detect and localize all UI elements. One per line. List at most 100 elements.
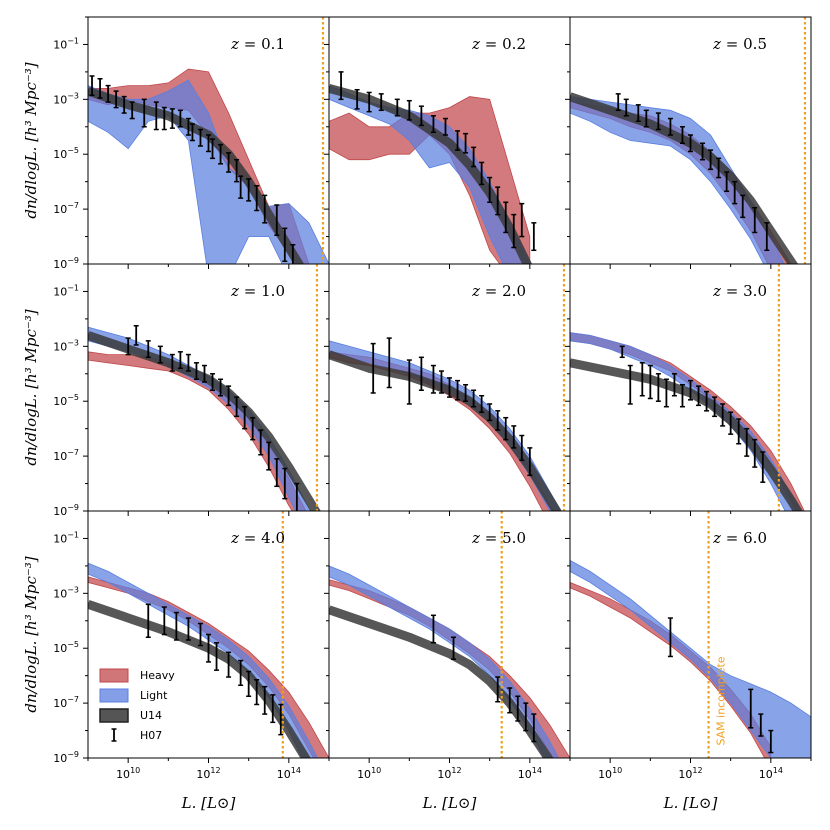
legend-swatch	[99, 708, 129, 723]
h07-errorbar	[679, 384, 685, 408]
h07-errorbar	[386, 337, 392, 389]
panel-z-label: z = 1.0	[230, 282, 285, 300]
h07-errorbar	[294, 482, 300, 511]
h07-errorbar	[740, 194, 746, 219]
h07-errorbar	[278, 703, 284, 736]
h07-errorbar	[113, 90, 119, 109]
h07-errorbar	[479, 394, 485, 413]
h07-errorbar	[671, 373, 677, 397]
h07-errorbar	[258, 429, 264, 456]
legend-label: U14	[140, 709, 162, 722]
h07-errorbar	[197, 128, 203, 147]
plot-area	[88, 264, 321, 511]
h07-errorbar	[511, 213, 517, 249]
legend-item-h07: H07	[111, 728, 162, 742]
legend-swatch	[99, 688, 129, 703]
h07-errorbar	[615, 93, 621, 112]
h07-errorbar	[418, 356, 424, 391]
h07-errorbar	[201, 364, 207, 383]
panel-z-5.0: 1010 1012 1014 z = 5.0	[324, 510, 571, 781]
y-tick-label: 10−7	[53, 695, 79, 710]
h07-errorbar	[635, 104, 641, 123]
light-band	[570, 559, 811, 758]
h07-errorbar	[89, 75, 95, 96]
h07-errorbar	[463, 132, 469, 154]
h07-errorbar	[712, 396, 718, 418]
heavy-band	[570, 332, 805, 511]
plot-area	[570, 264, 805, 511]
h07-errorbar	[274, 458, 280, 488]
plot-area	[88, 511, 329, 758]
h07-errorbar	[764, 222, 770, 252]
h07-errorbar	[226, 651, 232, 678]
plot-area	[570, 511, 811, 758]
x-tick-label: 1010	[116, 766, 140, 781]
h07-errorbar	[210, 138, 216, 160]
h07-errorbar	[145, 340, 151, 359]
x-tick-label: 1014	[759, 766, 783, 781]
h07-errorbar	[447, 377, 452, 398]
ticks: 10−1 10−3 10−5 10−7 10−9	[53, 16, 330, 271]
y-tick-label: 10−3	[53, 338, 79, 353]
panel-z-0.5: z = 0.5	[565, 16, 812, 269]
plot-area	[329, 264, 566, 511]
h07-errorbar	[728, 411, 734, 435]
h07-errorbar	[720, 403, 726, 427]
h07-errorbar	[708, 149, 714, 171]
h07-errorbar	[354, 88, 360, 110]
h07-errorbar	[463, 384, 469, 402]
u14-line	[570, 92, 799, 264]
x-tick-label: 1014	[277, 766, 301, 781]
panel-z-label: z = 0.1	[230, 35, 285, 53]
y-tick-label: 10−5	[53, 393, 79, 408]
legend-swatch	[99, 668, 129, 683]
h07-errorbar	[153, 101, 159, 131]
legend-item-heavy: Heavy	[99, 668, 175, 683]
h07-errorbar	[177, 109, 183, 128]
y-tick-label: 10−9	[53, 256, 79, 271]
x-axis-title: L. [L⊙]	[663, 794, 718, 812]
h07-errorbar	[210, 373, 216, 391]
legend-label: Light	[140, 689, 168, 702]
h07-errorbar	[531, 713, 537, 743]
panel-z-label: z = 5.0	[471, 529, 526, 547]
h07-errorbar	[487, 403, 493, 422]
panels-layer: 10−1 10−3 10−5 10−7 10−9 z = 0.1 z = 0.2 z = 0.…	[53, 16, 812, 781]
panel-z-label: z = 3.0	[712, 282, 767, 300]
y-axis-title: dn/dlogL. [h³ Mpc⁻³]	[22, 556, 40, 712]
plot-area	[570, 17, 807, 264]
h07-errorbar	[274, 204, 280, 236]
h07-errorbar	[471, 389, 477, 408]
h07-errorbar	[732, 180, 738, 205]
h07-errorbar	[495, 676, 501, 703]
h07-errorbar	[234, 158, 240, 183]
h07-errorbar	[185, 617, 191, 641]
panel-z-label: z = 0.2	[471, 35, 526, 53]
panel-z-3.0: z = 3.0	[565, 263, 812, 516]
h07-errorbar	[290, 244, 296, 264]
y-tick-label: 10−1	[53, 283, 79, 298]
x-axis-title: L. [L⊙]	[181, 794, 236, 812]
x-tick-label: 1012	[678, 766, 702, 781]
h07-errorbar	[394, 98, 400, 117]
h07-errorbar	[623, 98, 629, 117]
x-axis-title: L. [L⊙]	[422, 794, 477, 812]
legend-label: H07	[140, 729, 162, 742]
y-tick-label: 10−7	[53, 448, 79, 463]
h07-errorbar	[105, 84, 111, 103]
y-axis-title: dn/dlogL. [h³ Mpc⁻³]	[22, 309, 40, 465]
h07-errorbar	[197, 622, 203, 647]
panel-z-label: z = 4.0	[230, 529, 285, 547]
x-tick-label: 1010	[357, 766, 381, 781]
h07-errorbar	[531, 222, 537, 252]
h07-errorbar	[173, 611, 179, 641]
h07-errorbar	[133, 325, 139, 346]
h07-errorbar	[511, 425, 517, 449]
h07-errorbar	[758, 713, 764, 737]
h07-errorbar	[157, 345, 163, 364]
h07-errorbar	[519, 434, 525, 461]
h07-errorbar	[262, 194, 268, 224]
h07-errorbar	[185, 353, 191, 372]
h07-errorbar	[627, 364, 633, 405]
light-band	[570, 332, 800, 511]
